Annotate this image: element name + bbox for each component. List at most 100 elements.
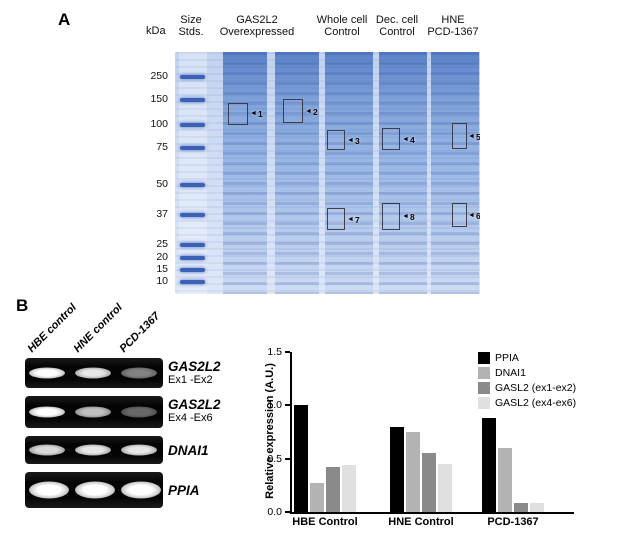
sample-label-hbe-control: HBE control [25, 301, 79, 355]
lane-header-hne-pcd1367: HNE PCD-1367 [423, 14, 483, 38]
mw-marker-50: 50 [156, 178, 168, 190]
gel-annotation-box-4 [382, 128, 400, 150]
gel-annotation-tag-2: ◄ 2 [305, 107, 318, 117]
gel-annotation-box-5 [452, 123, 467, 149]
blot-strip [25, 358, 163, 388]
left-arrow-icon: ◄ [250, 110, 257, 117]
y-tick [285, 458, 290, 460]
annotation-number: 3 [354, 136, 360, 146]
lane-header-line2: Control [379, 26, 415, 38]
pcr-band [75, 367, 111, 379]
category-label-hbe-control: HBE Control [292, 516, 358, 528]
annotation-number: 1 [257, 109, 263, 119]
gel-annotation-box-3 [327, 130, 345, 150]
pcr-band [75, 444, 111, 456]
annotation-number: 6 [475, 211, 480, 221]
gel-annotation-tag-3: ◄ 3 [347, 136, 360, 146]
lane-header-line1: HNE [441, 14, 465, 26]
mw-marker-250: 250 [150, 70, 168, 82]
y-tick-label: 1.0 [267, 399, 282, 411]
ladder-band-20 [180, 256, 205, 260]
category-label-pcd-1367: PCD-1367 [487, 516, 539, 528]
lane-header-line1: GAS2L2 [236, 14, 278, 26]
pcr-band [29, 444, 65, 456]
gene-exons: Ex4 -Ex6 [168, 412, 213, 424]
lane-header-line2: Control [324, 26, 360, 38]
gel-lane-whole-cell [325, 52, 373, 294]
legend-swatch [478, 367, 490, 379]
gel-annotation-box-1 [228, 103, 248, 125]
lane-header-line1: Dec. cell [375, 14, 419, 26]
bar-gasl2-ex4-ex6 [342, 465, 356, 512]
lane-header-line2: PCD-1367 [427, 26, 479, 38]
bar-group [482, 418, 544, 512]
bar-gasl2-ex1-ex2 [422, 453, 436, 512]
pcr-band [75, 406, 111, 418]
annotation-number: 2 [312, 107, 318, 117]
left-arrow-icon: ◄ [402, 136, 409, 143]
gel-annotation-box-6 [452, 203, 467, 227]
legend-item: PPIA [478, 352, 576, 364]
annotation-number: 5 [475, 132, 480, 142]
gel-lane-hne-pcd1367 [431, 52, 479, 294]
legend-item: GASL2 (ex4-ex6) [478, 397, 576, 409]
bar-gasl2-ex1-ex2 [514, 503, 528, 512]
pcr-band [29, 481, 69, 499]
y-tick-label: 0.5 [267, 453, 282, 465]
legend-label: GASL2 (ex1-ex2) [495, 382, 577, 394]
mw-marker-25: 25 [156, 238, 168, 250]
bar-gasl2-ex4-ex6 [530, 503, 544, 512]
gel-annotation-box-7 [327, 208, 345, 230]
panel-a-label: A [58, 10, 71, 29]
bar-dnai1 [310, 483, 324, 512]
pcr-band [121, 406, 157, 418]
lane-header-dec-cell-control: Dec. cell Control [368, 14, 426, 38]
y-axis [290, 352, 292, 513]
pcr-band [121, 444, 157, 456]
legend-item: DNAI1 [478, 367, 576, 379]
left-arrow-icon: ◄ [347, 216, 354, 223]
blot-strip [25, 472, 163, 508]
mw-marker-100: 100 [150, 118, 168, 130]
y-tick [285, 511, 290, 513]
ladder-band-15 [180, 268, 205, 272]
lane-header-whole-cell-control: Whole cell Control [311, 14, 373, 38]
gene-exons: Ex1 -Ex2 [168, 374, 213, 386]
gel-annotation-tag-1: ◄ 1 [250, 109, 263, 119]
mw-marker-37: 37 [156, 208, 168, 220]
gene-name: GAS2L2 [168, 397, 221, 412]
pcr-band [29, 367, 65, 379]
legend-label: PPIA [495, 352, 519, 364]
ladder-band-150 [180, 98, 205, 102]
annotation-number: 4 [409, 135, 415, 145]
blot-strip [25, 396, 163, 428]
sample-label-hne-control: HNE control [71, 301, 125, 355]
blot-label-ppia: PPIA [168, 483, 200, 498]
mw-marker-20: 20 [156, 251, 168, 263]
annotation-number: 7 [354, 215, 360, 225]
ladder-band-75 [180, 146, 205, 150]
size-stds-line2: Stds. [178, 26, 204, 38]
y-tick-label: 1.5 [267, 346, 282, 358]
gel-annotation-tag-4: ◄ 4 [402, 135, 415, 145]
bar-dnai1 [406, 432, 420, 512]
ladder-band-50 [180, 183, 205, 187]
y-tick-label: 0.0 [267, 506, 282, 518]
ladder-band-100 [180, 123, 205, 127]
mw-marker-150: 150 [150, 93, 168, 105]
ladder-band-37 [180, 213, 205, 217]
legend-swatch [478, 352, 490, 364]
left-arrow-icon: ◄ [305, 108, 312, 115]
y-tick [285, 404, 290, 406]
panel-b-label: B [16, 296, 29, 315]
left-arrow-icon: ◄ [347, 137, 354, 144]
lane-header-line1: Whole cell [316, 14, 368, 26]
mw-marker-75: 75 [156, 141, 168, 153]
expression-bar-chart: Relative expression (A.U.) 1.5 1.0 0.5 0… [250, 338, 636, 538]
mw-marker-10: 10 [156, 275, 168, 287]
pcr-band [29, 406, 65, 418]
bar-group [390, 427, 452, 512]
gel-annotation-tag-8: ◄ 8 [402, 212, 415, 222]
legend-label: DNAI1 [495, 367, 526, 379]
